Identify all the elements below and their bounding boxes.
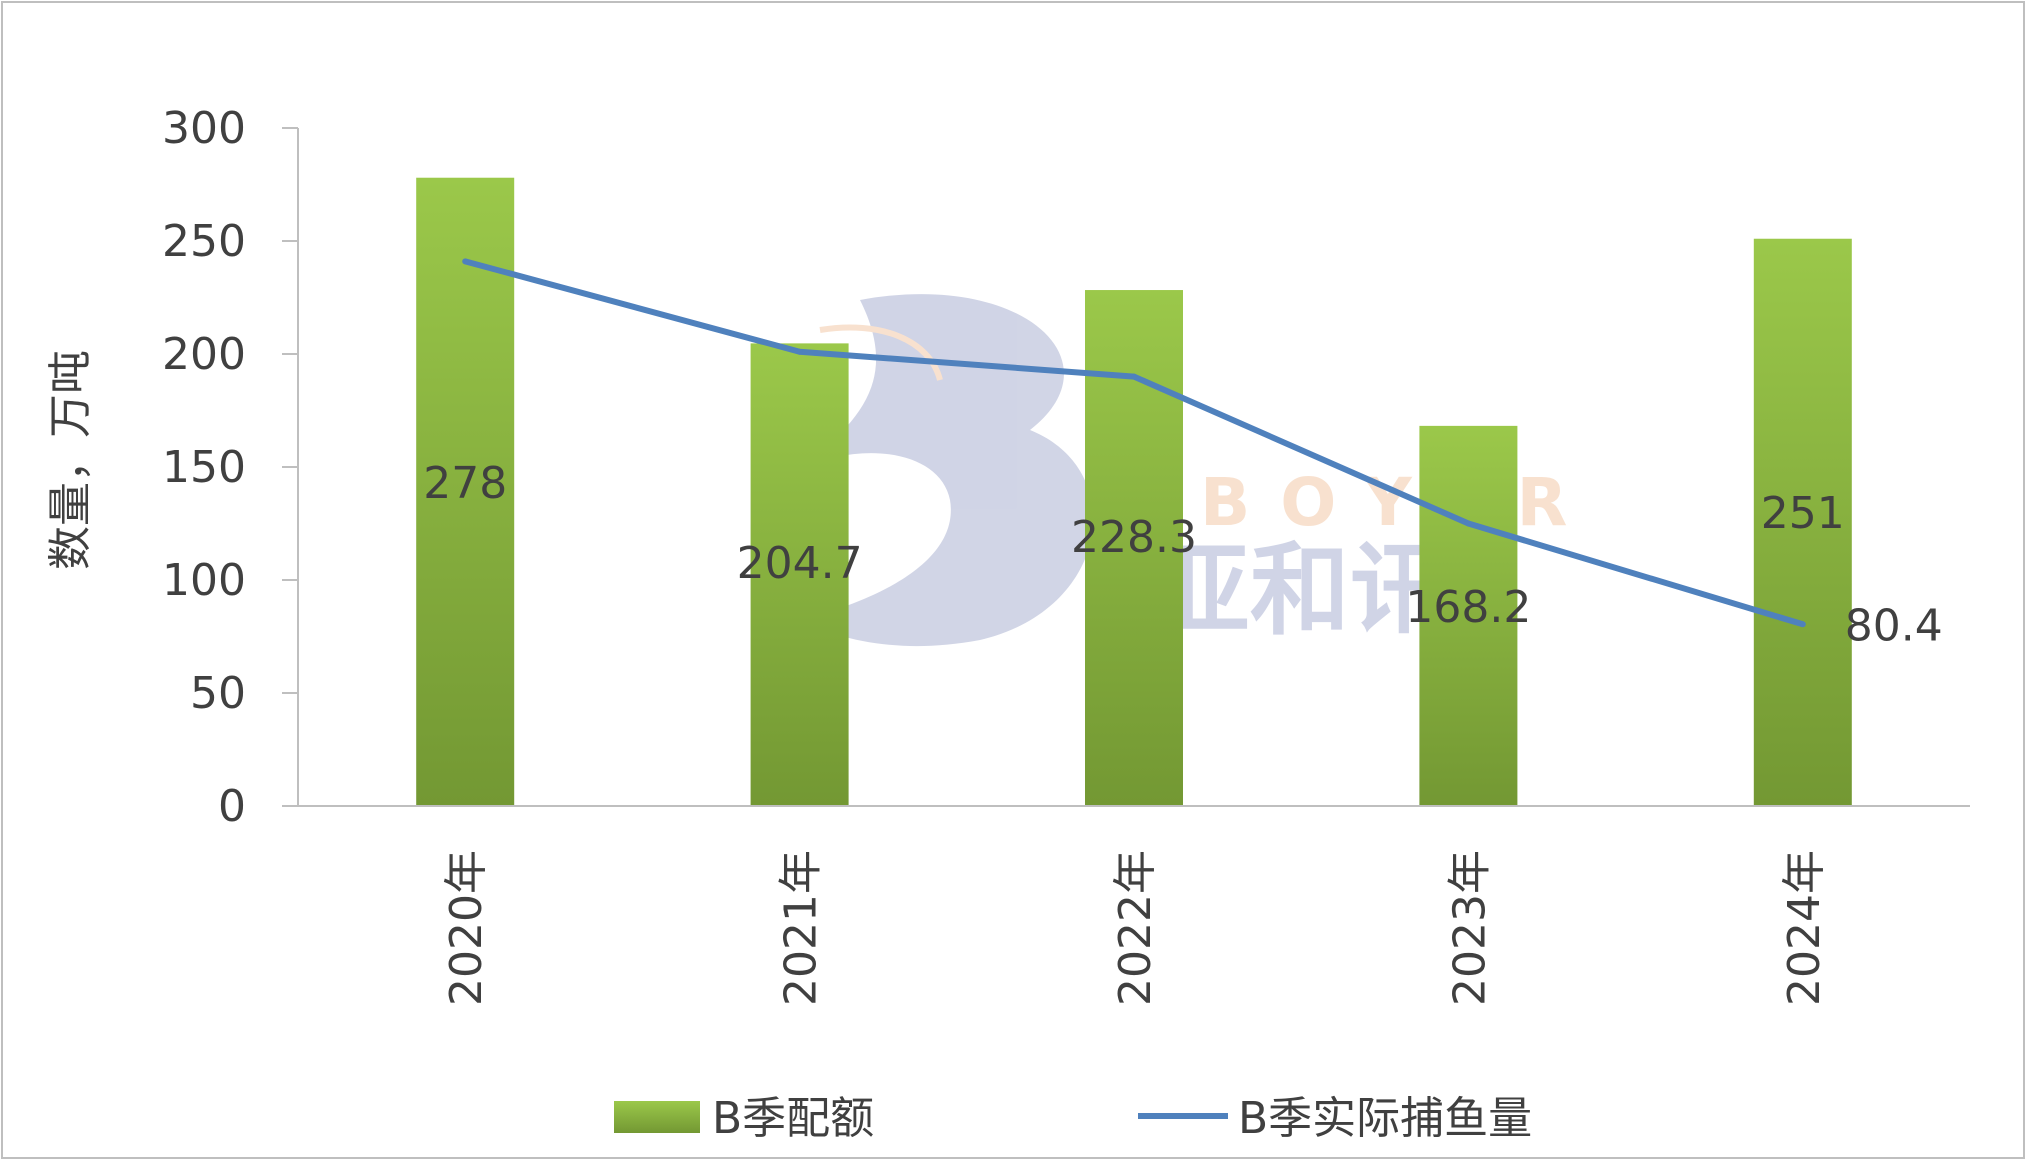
x-axis: 2020年 2021年 2022年 2023年 2024年 xyxy=(298,805,1970,1006)
watermark-logo: BOYAR 亚和讯 xyxy=(800,294,1597,649)
bar-data-label: 278 xyxy=(423,458,507,509)
y-tick-label: 300 xyxy=(162,103,246,154)
bar-data-label: 204.7 xyxy=(737,538,863,589)
legend-bar-label: B季配额 xyxy=(712,1093,874,1144)
y-tick-label: 150 xyxy=(162,442,246,493)
x-tick-label: 2024年 xyxy=(1779,850,1830,1006)
watermark-text: 亚和讯 xyxy=(1150,532,1450,649)
x-tick-label: 2023年 xyxy=(1444,850,1495,1006)
bar xyxy=(750,343,849,806)
y-axis-title: 数量，万吨 xyxy=(45,350,96,570)
line-point xyxy=(796,348,803,355)
y-tick-label: 250 xyxy=(162,216,246,267)
bar-data-label: 228.3 xyxy=(1071,512,1197,563)
line-point xyxy=(462,258,469,265)
line-data-label: 80.4 xyxy=(1845,600,1943,651)
bar-data-label: 168.2 xyxy=(1405,582,1531,633)
x-tick-label: 2022年 xyxy=(1110,850,1161,1006)
bar-series xyxy=(416,177,1852,807)
y-tick-label: 0 xyxy=(218,781,246,832)
y-tick-label: 200 xyxy=(162,329,246,380)
y-axis: 0 50 100 150 200 250 300 xyxy=(162,103,299,832)
bar xyxy=(1753,238,1852,807)
bar xyxy=(1419,425,1518,806)
bar-data-labels: 278 204.7 228.3 168.2 251 xyxy=(423,458,1845,633)
line-point xyxy=(1465,520,1472,527)
legend: B季配额 B季实际捕鱼量 xyxy=(614,1093,1532,1144)
line-point xyxy=(1799,621,1806,628)
y-tick-label: 100 xyxy=(162,555,246,606)
x-tick-label: 2021年 xyxy=(776,850,827,1006)
legend-bar-swatch xyxy=(614,1101,700,1133)
x-tick-label: 2020年 xyxy=(441,850,492,1006)
legend-line-label: B季实际捕鱼量 xyxy=(1238,1093,1532,1144)
line-series: 80.4 xyxy=(462,258,1943,651)
bar-data-label: 251 xyxy=(1761,488,1845,539)
y-tick-label: 50 xyxy=(190,668,246,719)
bar xyxy=(416,177,515,807)
line-point xyxy=(1131,373,1137,380)
watermark-brand: BOYAR xyxy=(1200,464,1597,541)
